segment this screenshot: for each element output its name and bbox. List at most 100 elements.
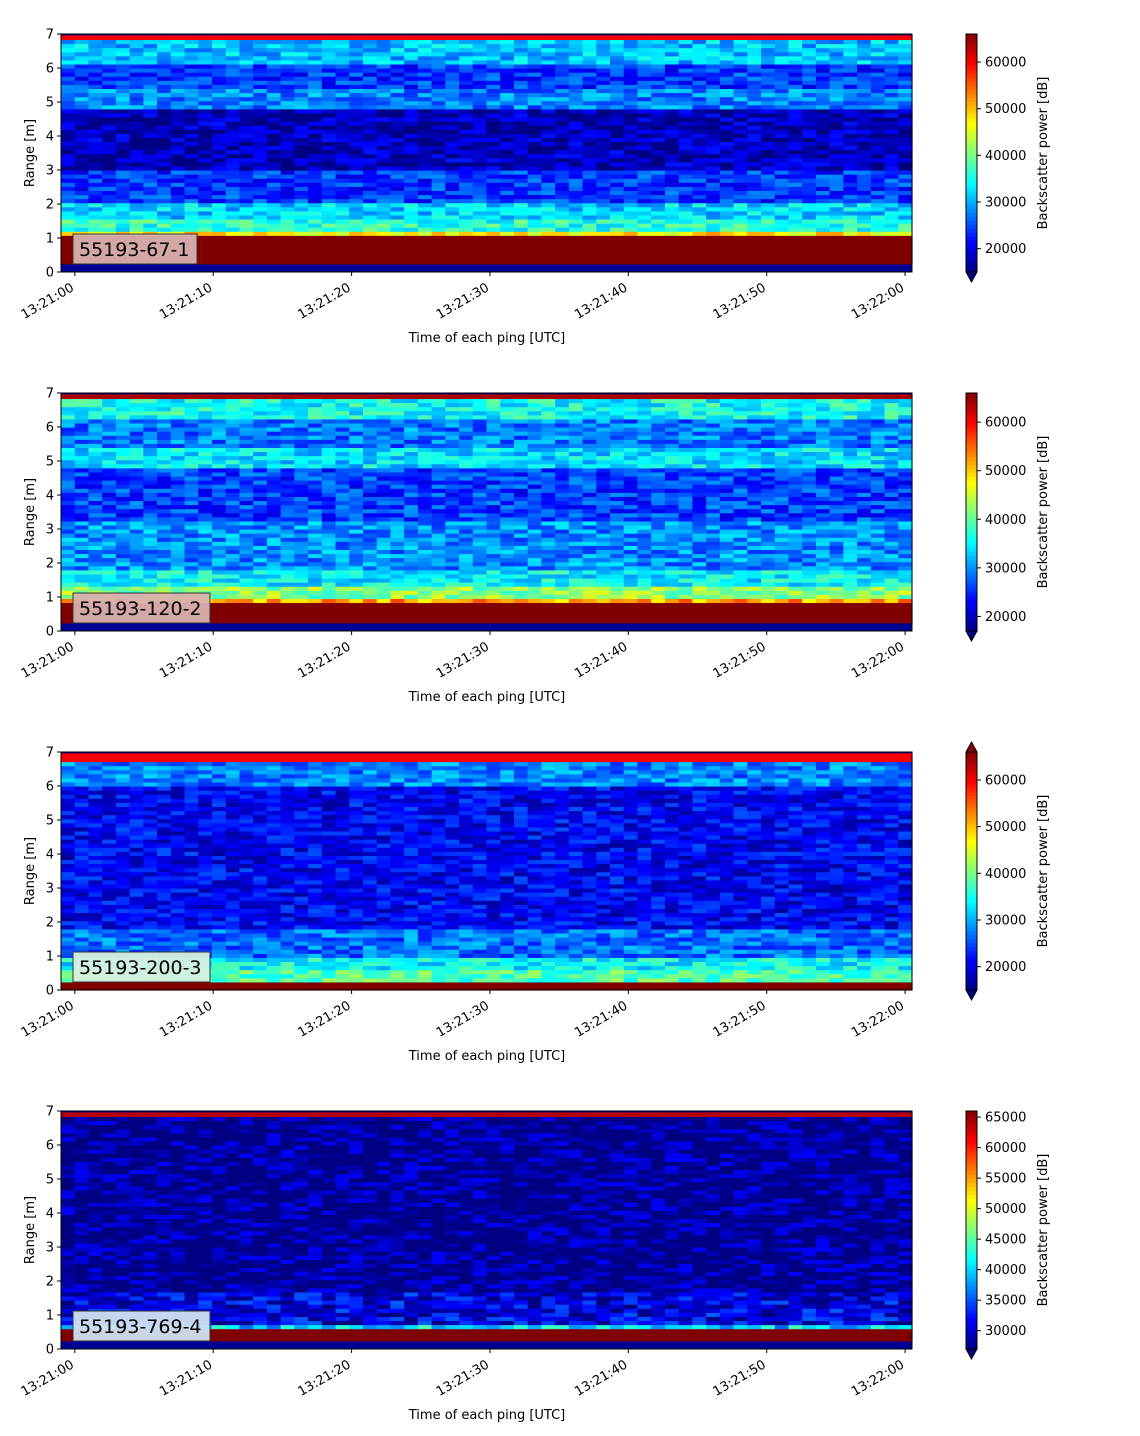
heatmap-cell [459,104,474,110]
heatmap-cell [404,206,419,212]
heatmap-cell [870,149,886,155]
heatmap-cell [459,55,474,61]
heatmap-cell [486,80,501,85]
heatmap-cell [308,439,323,444]
heatmap-cell [239,170,254,175]
heatmap-cell [335,553,350,559]
heatmap-cell [390,198,405,204]
heatmap-cell [225,414,241,420]
heatmap-cell [857,227,872,232]
heatmap-cell [280,484,295,489]
heatmap-cell [541,194,556,200]
heatmap-cell [733,206,748,212]
heatmap-cell [500,149,515,155]
heatmap-cell [225,59,241,65]
heatmap-cell [266,537,282,542]
heatmap-cell [829,210,844,216]
heatmap-cell [102,165,117,171]
heatmap-cell [115,218,131,224]
heatmap-cell [198,174,213,179]
heatmap-cell [362,182,378,187]
heatmap-cell [651,231,666,236]
heatmap-cell [308,68,323,73]
heatmap-cell [170,137,186,143]
heatmap-cell [349,43,364,49]
heatmap-cell [362,500,378,506]
heatmap-cell [500,92,515,98]
heatmap-cell [555,80,570,85]
heatmap-cell [335,178,350,183]
heatmap-cell [102,51,117,57]
heatmap-cell [280,243,295,249]
heatmap-cell [184,194,199,200]
heatmap-cell [651,178,666,183]
heatmap-cell [417,100,433,106]
heatmap-cell [253,451,268,457]
heatmap-cell [527,43,543,49]
heatmap-cell [335,614,350,620]
heatmap-cell [294,431,309,436]
heatmap-cell [774,223,790,228]
heatmap-cell [898,96,913,102]
heatmap-cell [870,47,886,53]
heatmap-cell [321,602,337,608]
heatmap-cell [733,259,748,265]
heatmap-cell [349,594,364,599]
heatmap-cell [898,235,913,240]
heatmap-cell [280,402,295,408]
heatmap-cell [472,116,488,122]
heatmap-cell [170,125,186,130]
heatmap-cell [239,471,254,477]
heatmap-cell [225,210,241,216]
heatmap-cell [500,247,515,253]
heatmap-cell [170,557,186,563]
heatmap-cell [74,443,90,448]
heatmap-cell [445,137,460,143]
heatmap-cell [623,202,639,208]
heatmap-cell [115,512,131,518]
heatmap-cell [211,471,227,477]
heatmap-cell [527,178,543,183]
heatmap-cell [857,223,872,228]
heatmap-cell [294,88,309,94]
heatmap-cell [596,145,611,151]
heatmap-cell [513,174,529,179]
heatmap-cell [308,394,323,400]
heatmap-cell [170,100,186,106]
heatmap-cell [74,529,90,534]
heatmap-cell [362,206,378,212]
heatmap-cell [898,165,913,171]
heatmap-cell [253,104,268,110]
heatmap-cell [321,590,337,595]
heatmap-cell [761,178,776,183]
heatmap-cell [788,55,803,61]
heatmap-cell [390,598,405,604]
heatmap-cell [541,129,556,134]
heatmap-cell [376,235,392,240]
heatmap-cell [198,512,213,518]
heatmap-cell [280,467,295,473]
heatmap-cell [362,606,378,612]
heatmap-cell [568,80,584,85]
heatmap-cell [898,161,913,167]
heatmap-cell [349,35,364,41]
heatmap-cell [102,202,117,208]
heatmap-cell [74,125,90,130]
heatmap-cell [198,504,213,510]
heatmap-cell [253,92,268,98]
heatmap-cell [747,72,762,77]
heatmap-cell [637,247,652,253]
heatmap-cell [884,68,899,73]
heatmap-cell [74,402,90,408]
heatmap-cell [74,96,90,102]
heatmap-cell [774,59,790,65]
heatmap-cell [596,247,611,253]
heatmap-cell [596,125,611,130]
heatmap-cell [74,488,90,493]
heatmap-cell [884,43,899,49]
heatmap-cell [225,63,241,69]
heatmap-cell [184,414,199,420]
heatmap-cell [870,186,886,191]
heatmap-cell [870,227,886,232]
heatmap-cell [459,206,474,212]
